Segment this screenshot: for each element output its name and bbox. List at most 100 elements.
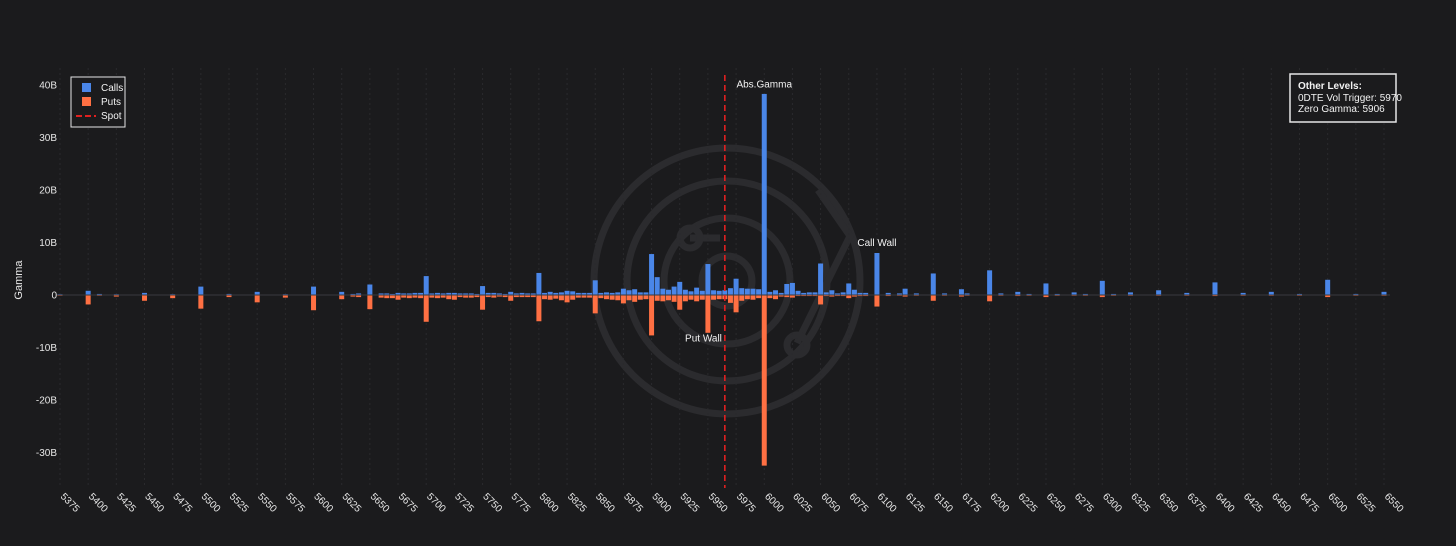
puts-bar xyxy=(570,295,576,300)
x-tick-label: 6175 xyxy=(959,491,983,515)
x-tick-label: 6500 xyxy=(1326,491,1350,515)
annotations: Abs.Gamma Call Wall Put Wall xyxy=(685,80,896,345)
calls-bar xyxy=(463,293,469,295)
puts-bar xyxy=(553,295,559,299)
x-tick-label: 6400 xyxy=(1213,491,1237,515)
y-tick-label: -20B xyxy=(36,396,57,407)
puts-bar xyxy=(806,295,812,297)
puts-series xyxy=(57,295,1387,466)
puts-bar xyxy=(643,295,649,300)
calls-bar xyxy=(496,293,502,295)
calls-bar xyxy=(739,288,745,295)
calls-bar xyxy=(942,293,948,295)
puts-bar xyxy=(987,295,993,302)
puts-bar xyxy=(575,295,581,298)
puts-bar xyxy=(434,295,440,299)
calls-bar xyxy=(406,293,412,295)
x-tick-label: 6200 xyxy=(987,491,1011,515)
x-tick-label: 5825 xyxy=(565,491,589,515)
x-tick-label: 6250 xyxy=(1044,491,1068,515)
puts-bar xyxy=(727,295,733,303)
puts-bar xyxy=(930,295,936,301)
calls-bar xyxy=(226,293,232,295)
puts-bar xyxy=(1212,295,1218,297)
y-tick-label: 10B xyxy=(39,238,57,249)
calls-bar xyxy=(902,288,908,295)
puts-bar xyxy=(812,295,818,297)
calls-bar xyxy=(553,292,559,295)
calls-bar xyxy=(671,286,677,295)
puts-bar xyxy=(778,295,784,297)
calls-bar xyxy=(694,287,700,295)
puts-bar xyxy=(198,295,204,309)
calls-bar xyxy=(1082,293,1088,295)
puts-bar xyxy=(367,295,373,310)
legend: Calls Puts Spot xyxy=(70,76,126,128)
x-tick-label: 5750 xyxy=(480,491,504,515)
y-tick-label: -10B xyxy=(36,343,57,354)
puts-bar xyxy=(170,295,176,299)
puts-bar xyxy=(834,295,840,297)
x-tick-label: 5375 xyxy=(58,491,82,515)
calls-bar xyxy=(829,290,835,295)
puts-bar xyxy=(113,295,119,297)
calls-bar xyxy=(485,292,491,295)
x-tick-label: 5625 xyxy=(340,491,364,515)
x-tick-label: 6150 xyxy=(931,491,955,515)
calls-bar xyxy=(626,290,632,295)
x-tick-label: 5500 xyxy=(199,491,223,515)
calls-bar xyxy=(874,253,880,295)
puts-bar xyxy=(418,295,424,299)
calls-bar xyxy=(581,292,587,295)
puts-bar xyxy=(801,295,807,297)
calls-bar xyxy=(604,292,610,295)
legend-calls-label: Calls xyxy=(101,83,123,94)
puts-bar xyxy=(508,295,514,301)
x-tick-label: 6275 xyxy=(1072,491,1096,515)
puts-bar xyxy=(711,295,717,300)
calls-bar xyxy=(609,292,615,295)
calls-bar xyxy=(254,291,260,295)
calls-bar xyxy=(491,292,497,295)
calls-bar xyxy=(643,292,649,295)
puts-bar xyxy=(818,295,824,305)
puts-bar xyxy=(846,295,852,299)
puts-bar xyxy=(857,295,863,297)
calls-bar xyxy=(1353,293,1359,295)
x-tick-label: 5975 xyxy=(734,491,758,515)
legend-puts-label: Puts xyxy=(101,97,121,108)
x-tick-label: 6075 xyxy=(847,491,871,515)
y-axis: 40B 30B 20B 10B 0 -10B -20B -30B xyxy=(36,81,58,460)
other-levels-title: Other Levels: xyxy=(1298,81,1362,92)
puts-bar xyxy=(558,295,564,301)
annotation-label: Call Wall xyxy=(857,238,896,249)
calls-bar xyxy=(727,288,733,295)
calls-bar xyxy=(840,292,846,295)
legend-calls-swatch xyxy=(82,83,91,92)
calls-bar xyxy=(457,293,463,295)
puts-bar xyxy=(446,295,452,300)
puts-bar xyxy=(1099,295,1105,298)
calls-bar xyxy=(542,292,548,295)
calls-bar xyxy=(851,289,857,295)
calls-bar xyxy=(958,289,964,295)
calls-bar xyxy=(660,288,666,295)
puts-bar xyxy=(671,295,677,302)
calls-series xyxy=(57,93,1387,295)
calls-bar xyxy=(795,290,801,295)
puts-bar xyxy=(592,295,598,314)
x-tick-label: 6125 xyxy=(903,491,927,515)
calls-bar xyxy=(784,283,790,295)
x-tick-label: 6425 xyxy=(1241,491,1265,515)
y-tick-label: 40B xyxy=(39,81,57,92)
puts-bar xyxy=(530,295,536,298)
puts-bar xyxy=(587,295,593,298)
y-tick-label: -30B xyxy=(36,448,57,459)
x-tick-label: 6525 xyxy=(1354,491,1378,515)
calls-bar xyxy=(502,293,508,295)
x-tick-label: 6300 xyxy=(1100,491,1124,515)
puts-bar xyxy=(598,295,604,299)
calls-bar xyxy=(519,292,525,295)
other-levels-box: Other Levels: 0DTE Vol Trigger: 5970 Zer… xyxy=(1289,73,1402,123)
